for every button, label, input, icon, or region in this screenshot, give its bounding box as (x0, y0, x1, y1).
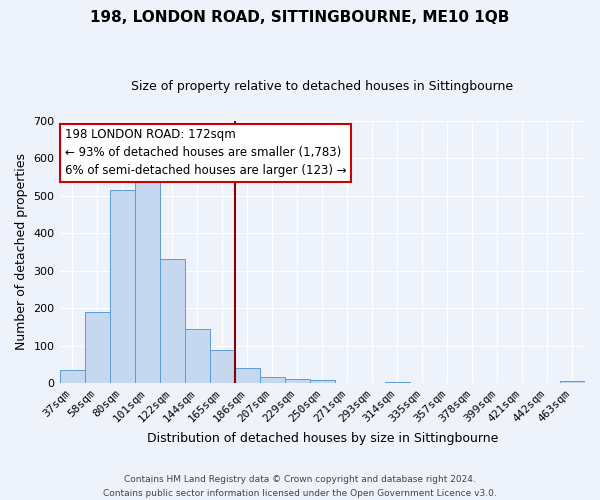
Bar (385, 382, 410, 383)
Bar (185, 328, 209, 383)
Text: Contains HM Land Registry data © Crown copyright and database right 2024.
Contai: Contains HM Land Registry data © Crown c… (103, 476, 497, 498)
Text: 198, LONDON ROAD, SITTINGBOURNE, ME10 1QB: 198, LONDON ROAD, SITTINGBOURNE, ME10 1Q… (91, 10, 509, 25)
Bar (260, 378, 285, 383)
Bar (85, 312, 110, 383)
Bar (110, 190, 134, 383)
Bar (560, 381, 585, 383)
Bar (209, 350, 235, 383)
Bar (310, 380, 335, 383)
Text: 198 LONDON ROAD: 172sqm
← 93% of detached houses are smaller (1,783)
6% of semi-: 198 LONDON ROAD: 172sqm ← 93% of detache… (65, 128, 346, 178)
Bar (285, 380, 310, 383)
Bar (235, 368, 260, 383)
X-axis label: Distribution of detached houses by size in Sittingbourne: Distribution of detached houses by size … (146, 432, 498, 445)
Bar (59, 370, 85, 383)
Bar (160, 260, 185, 383)
Bar (134, 173, 160, 383)
Y-axis label: Number of detached properties: Number of detached properties (15, 154, 28, 350)
Title: Size of property relative to detached houses in Sittingbourne: Size of property relative to detached ho… (131, 80, 514, 93)
